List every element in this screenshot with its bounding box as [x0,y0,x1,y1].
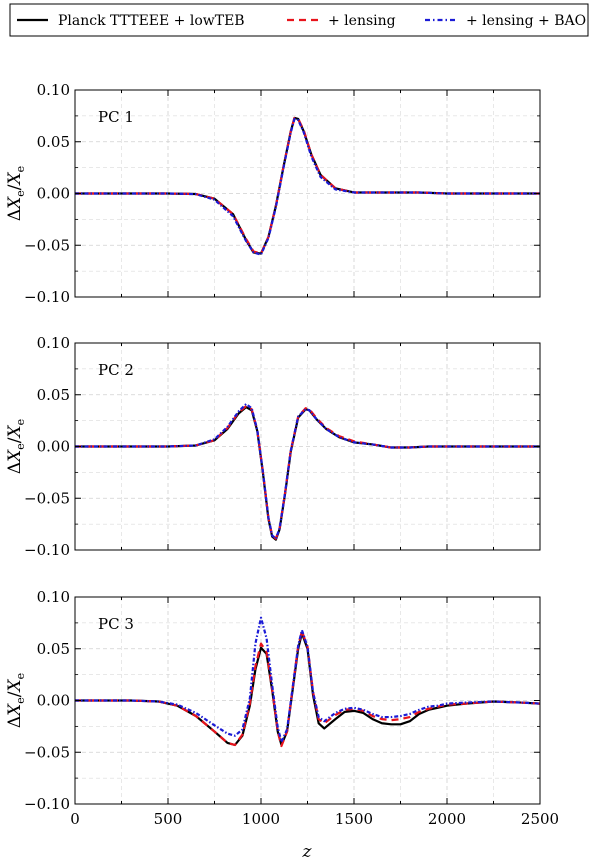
panel-1: 0.10 0.05 0.00 −0.05 −0.10 PC 1 ΔXe/Xe [5,81,541,306]
y-tick-label: −0.05 [24,743,70,761]
series-line-bao [75,616,541,744]
y-tick-label: 0.00 [37,692,70,710]
x-tick-label: 1000 [242,810,280,828]
y-tick-label: 0.05 [37,640,70,658]
x-axis-label: z [302,842,313,861]
y-tick-label: 0.00 [37,438,70,456]
y-axis-label: ΔXe/Xe [5,673,27,728]
legend-label-planck: Planck TTTEEE + lowTEB [58,13,245,29]
panel-label: PC 3 [98,615,134,633]
y-tick-label: 0.10 [37,81,70,99]
y-axis-label: ΔXe/Xe [5,419,27,474]
x-tick-label: 0 [70,810,80,828]
panel-3: 0.10 0.05 0.00 −0.05 −0.100 500 1000 1500 2000 25… [5,588,559,828]
y-tick-label: 0.10 [37,334,70,352]
legend: Planck TTTEEE + lowTEB + lensing + lensi… [9,3,589,37]
y-tick-label: 0.05 [37,386,70,404]
y-tick-label: 0.00 [37,185,70,203]
y-tick-label: −0.10 [24,541,70,559]
series-line-lensing [75,630,541,748]
x-tick-label: 500 [154,810,183,828]
y-tick-label: −0.05 [24,236,70,254]
legend-label-bao: + lensing + BAO [466,13,586,29]
series-line-lensing [75,116,540,255]
y-tick-label: 0.05 [37,133,70,151]
panel-2: 0.10 0.05 0.00 −0.05 −0.10 PC 2 ΔXe/Xe [5,334,541,559]
panel-label: PC 2 [98,361,134,379]
panels: 0.10 0.05 0.00 −0.05 −0.10 PC 1 ΔXe/Xe 0.10 0.05… [5,81,559,828]
y-axis-label: ΔXe/Xe [5,166,27,221]
x-tick-label: 1500 [335,810,373,828]
panel-label: PC 1 [98,108,134,126]
series-line-bao [75,402,540,540]
x-tick-label: 2500 [521,810,559,828]
y-tick-label: −0.05 [24,489,70,507]
y-tick-label: 0.10 [37,588,70,606]
y-tick-label: −0.10 [24,795,70,813]
y-tick-label: −0.10 [24,288,70,306]
x-tick-label: 2000 [428,810,466,828]
legend-label-lensing: + lensing [328,13,396,29]
